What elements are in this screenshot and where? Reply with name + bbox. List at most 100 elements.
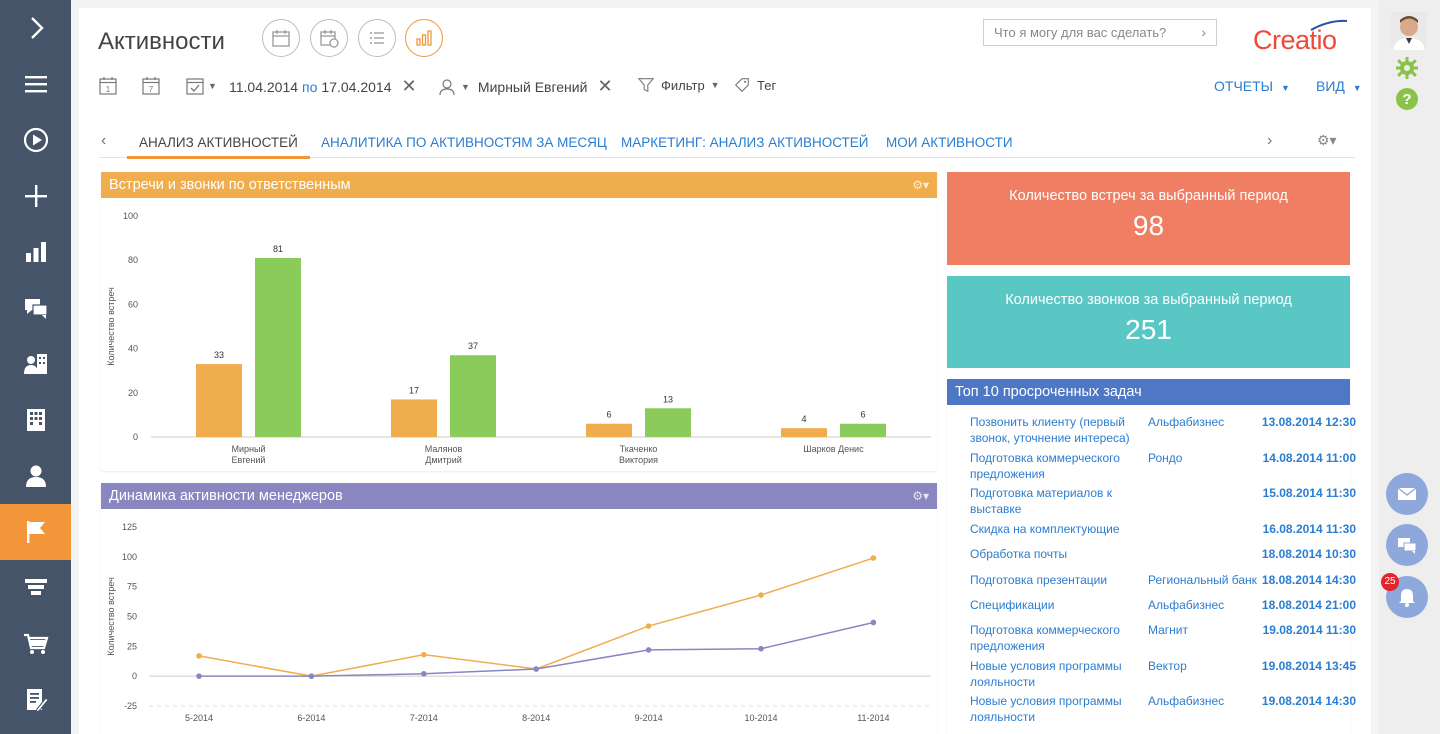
documents-edit-icon[interactable]	[0, 672, 71, 728]
chat-button[interactable]	[1386, 524, 1428, 566]
x-tick-label: 7-2014	[410, 713, 438, 723]
list-icon	[370, 32, 384, 44]
dashboard-tabs: ‹ АНАЛИЗ АКТИВНОСТЕЙ АНАЛИТИКА ПО АКТИВН…	[99, 132, 1355, 159]
analytics-view-button[interactable]	[405, 19, 443, 57]
task-name[interactable]: Скидка на комплектующие	[970, 522, 1120, 536]
y-tick-label: 25	[127, 641, 137, 651]
accounts-building-icon[interactable]	[0, 392, 71, 448]
day-period-button[interactable]: 1	[98, 76, 118, 96]
caret-down-icon: ▼	[1352, 83, 1362, 93]
chevron-right-icon[interactable]: ›	[1201, 24, 1206, 40]
tag-button[interactable]: Тег	[733, 76, 776, 94]
bar-chart: 0 20 40 60 80 100 Количество встреч 33 81 МирныйЕ…	[106, 211, 931, 465]
tab-my-activities[interactable]: МОИ АКТИВНОСТИ	[886, 135, 1013, 150]
schedule-view-button[interactable]	[310, 19, 348, 57]
contacts-icon[interactable]	[0, 336, 71, 392]
tabs-scroll-right-icon[interactable]: ›	[1267, 132, 1273, 149]
calendar-view-button[interactable]	[262, 19, 300, 57]
help-icon[interactable]: ?	[1395, 87, 1419, 116]
orders-cart-icon[interactable]	[0, 616, 71, 672]
avatar[interactable]	[1391, 12, 1427, 50]
tab-activity-analysis[interactable]: АНАЛИЗ АКТИВНОСТЕЙ	[127, 135, 310, 159]
tabs-scroll-left-icon[interactable]: ‹	[101, 132, 107, 149]
feed-chat-icon[interactable]	[0, 280, 71, 336]
system-settings-icon[interactable]	[1395, 56, 1419, 85]
user-profile-icon[interactable]	[0, 448, 71, 504]
funnel-leads-icon[interactable]	[0, 560, 71, 616]
process-play-icon[interactable]	[0, 112, 71, 168]
view-menu[interactable]: ВИД ▼	[1316, 78, 1362, 94]
meetings-calls-widget: Встречи и звонки по ответственным ⚙▾ 0 20…	[101, 172, 937, 471]
caret-down-icon: ▼	[461, 81, 470, 92]
date-to[interactable]: 17.04.2014	[321, 78, 392, 95]
clear-owner-icon[interactable]: ✕	[597, 76, 613, 96]
task-date: 19.08.2014 14:30	[1261, 694, 1356, 708]
data-point	[645, 623, 652, 629]
kpi-value: 98	[1132, 210, 1165, 241]
filter-button[interactable]: Фильтр ▼	[637, 76, 720, 94]
bar	[645, 408, 691, 437]
envelope-icon	[1397, 487, 1417, 500]
bar	[840, 423, 886, 437]
task-name[interactable]: Подготовка материалов к выставке	[970, 486, 1113, 516]
tabs-settings-gear-icon[interactable]: ⚙▾	[1317, 132, 1337, 148]
widget-header: Встречи и звонки по ответственным ⚙▾	[101, 172, 937, 198]
view-label: ВИД	[1316, 78, 1345, 94]
task-name[interactable]: Новые условия программы лояльности	[970, 694, 1122, 724]
bar-value-label: 13	[663, 394, 673, 404]
analytics-chart-icon[interactable]	[0, 224, 71, 280]
bar-chart-icon	[416, 30, 432, 46]
task-account[interactable]: Магнит	[1148, 623, 1189, 637]
bar-value-label: 17	[409, 385, 419, 395]
notifications-button[interactable]	[1386, 576, 1428, 618]
activities-flag-icon[interactable]	[0, 504, 71, 560]
widget-gear-icon[interactable]: ⚙▾	[912, 178, 929, 192]
owner-filter[interactable]: ▼ Мирный Евгений ✕	[437, 76, 613, 97]
task-account[interactable]: Вектор	[1148, 659, 1187, 673]
data-point	[196, 673, 202, 679]
series-line	[198, 557, 874, 677]
hamburger-menu-icon[interactable]	[0, 56, 71, 112]
x-tick-label: 10-2014	[744, 713, 777, 723]
tab-monthly-analytics[interactable]: АНАЛИТИКА ПО АКТИВНОСТЯМ ЗА МЕСЯЦ	[321, 135, 607, 150]
y-tick-label: 40	[128, 344, 138, 354]
task-account[interactable]: Региональный банк	[1148, 573, 1257, 587]
overdue-tasks-widget: Топ 10 просроченных задач	[947, 379, 1350, 734]
tag-icon	[734, 78, 749, 93]
task-name[interactable]: Подготовка коммерческого предложения	[970, 623, 1120, 653]
tab-marketing-analysis[interactable]: МАРКЕТИНГ: АНАЛИЗ АКТИВНОСТЕЙ	[621, 135, 869, 150]
y-tick-label: 50	[127, 612, 137, 622]
task-account[interactable]: Альфабизнес	[1148, 598, 1225, 612]
add-plus-icon[interactable]	[0, 168, 71, 224]
y-tick-label: 80	[128, 255, 138, 265]
y-tick-label: 100	[123, 211, 138, 221]
bar	[391, 399, 437, 437]
calendar-week-icon: 7	[142, 77, 160, 95]
list-view-button[interactable]	[358, 19, 396, 57]
task-name[interactable]: Спецификации	[970, 598, 1055, 612]
task-name[interactable]: Подготовка коммерческого предложения	[970, 451, 1120, 481]
command-search-input[interactable]: Что я могу для вас сделать? ›	[983, 19, 1217, 46]
task-name[interactable]: Позвонить клиенту (первый звонок, уточне…	[970, 415, 1130, 445]
bar-value-label: 33	[214, 350, 224, 360]
left-sidebar	[0, 0, 71, 734]
widget-gear-icon[interactable]: ⚙▾	[912, 489, 929, 503]
task-date: 18.08.2014 21:00	[1261, 598, 1356, 612]
expand-menu-icon[interactable]	[0, 0, 71, 56]
task-account[interactable]: Альфабизнес	[1148, 415, 1225, 429]
task-name[interactable]: Обработка почты	[970, 547, 1068, 561]
period-dropdown[interactable]: ▼	[185, 76, 217, 96]
task-account[interactable]: Альфабизнес	[1148, 694, 1225, 708]
email-button[interactable]	[1386, 473, 1428, 515]
task-name[interactable]: Подготовка презентации	[970, 573, 1108, 587]
data-point	[758, 592, 764, 598]
data-point	[645, 647, 652, 653]
reports-menu[interactable]: ОТЧЕТЫ ▼	[1214, 78, 1290, 94]
widget-title: Топ 10 просроченных задач	[955, 384, 1142, 400]
task-account[interactable]: Рондо	[1148, 451, 1183, 465]
week-period-button[interactable]: 7	[141, 76, 161, 96]
task-name[interactable]: Новые условия программы лояльности	[970, 659, 1122, 689]
date-from[interactable]: 11.04.2014	[229, 78, 299, 95]
date-range[interactable]: 11.04.2014 по 17.04.2014 ✕	[229, 76, 417, 97]
clear-date-icon[interactable]: ✕	[401, 76, 417, 96]
